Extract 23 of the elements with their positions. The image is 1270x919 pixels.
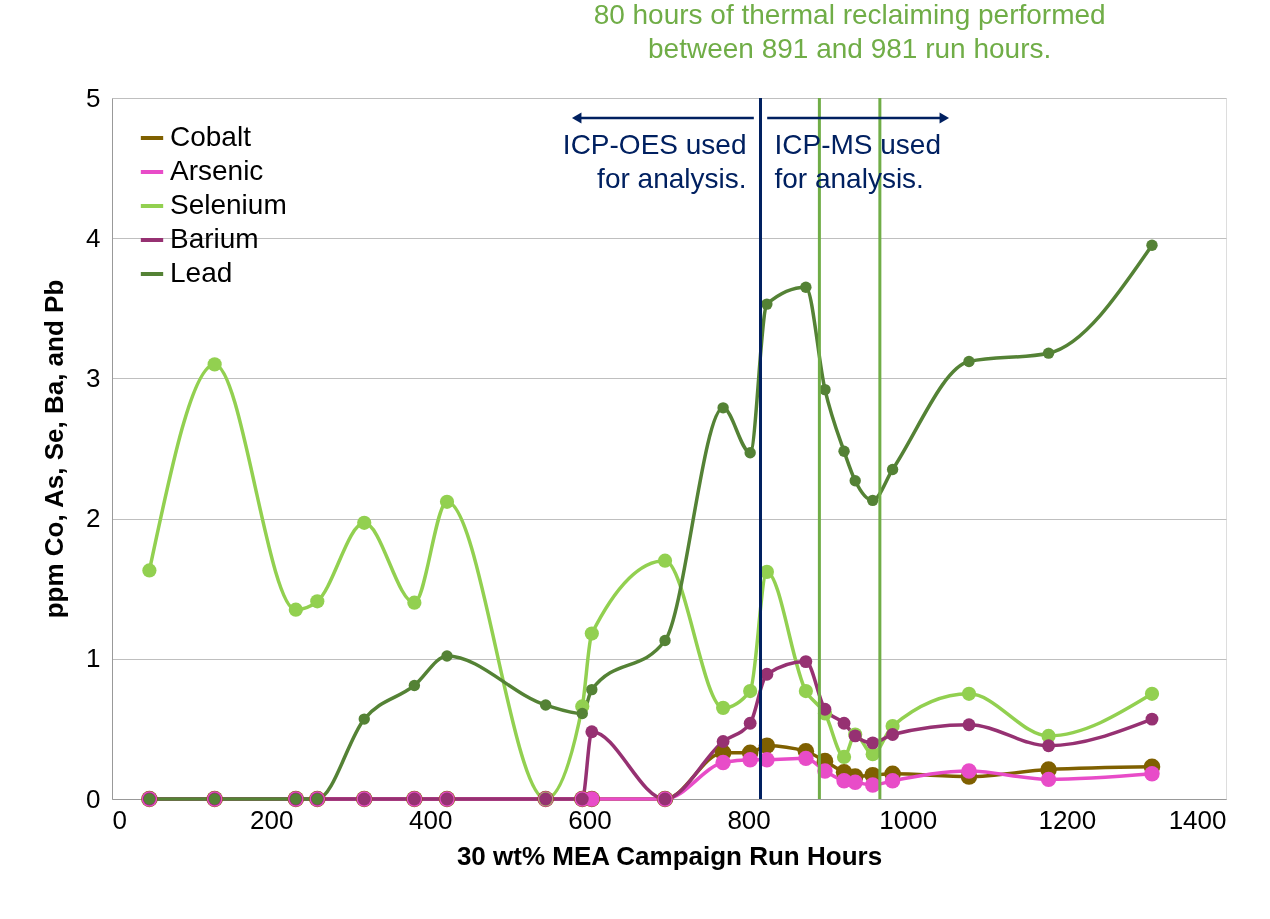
y-tick-label: 0	[86, 783, 101, 814]
x-tick-label: 200	[249, 804, 294, 835]
x-tick-label: 1200	[1038, 804, 1097, 835]
x-tick-label: 1000	[879, 804, 938, 835]
y-axis-title: ppm Co, As, Se, Ba, and Pb	[39, 279, 70, 619]
x-tick-label: 800	[727, 804, 771, 835]
legend-label: Cobalt	[170, 121, 252, 152]
x-tick-label: 1400	[1168, 804, 1227, 835]
text: 80 hours of thermal reclaiming performed between 891 and 981 run hours.	[593, 0, 1106, 64]
x-axis-title: 30 wt% MEA Campaign Run Hours	[456, 840, 883, 871]
annotation: ICP-OES used for analysis.	[562, 129, 747, 194]
y-tick-label: 2	[86, 503, 101, 534]
x-tick-label: 0	[112, 804, 127, 835]
x-tick-label: 400	[409, 804, 453, 835]
y-tick-label: 4	[86, 222, 101, 253]
legend-label: Selenium	[170, 189, 287, 220]
y-tick-label: 5	[86, 82, 101, 113]
legend-label: Lead	[170, 257, 233, 288]
y-tick-label: 3	[86, 362, 101, 393]
y-tick-label: 1	[86, 643, 101, 674]
x-tick-label: 600	[568, 804, 612, 835]
legend-label: Barium	[170, 223, 259, 254]
legend-label: Arsenic	[170, 155, 264, 186]
